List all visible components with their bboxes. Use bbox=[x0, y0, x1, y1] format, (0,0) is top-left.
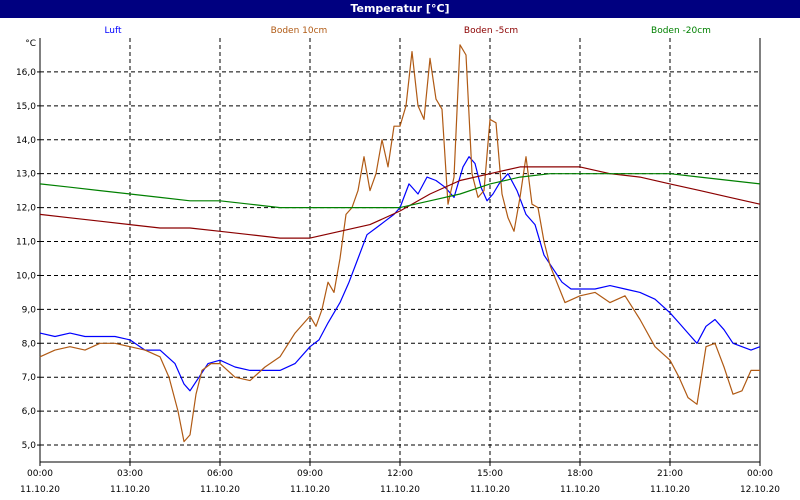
x-tick-label-date: 11.10.20 bbox=[560, 485, 600, 495]
chart-title: Temperatur [°C] bbox=[0, 0, 800, 18]
series-line bbox=[39, 156, 761, 392]
x-tick-label-date: 11.10.20 bbox=[20, 485, 60, 495]
y-tick-label: 7,0 bbox=[22, 373, 37, 383]
y-axis-label: °C bbox=[25, 39, 36, 49]
x-tick-label-date: 11.10.20 bbox=[380, 485, 420, 495]
legend-entry: Luft bbox=[104, 26, 122, 36]
x-tick-label-time: 03:00 bbox=[117, 469, 143, 479]
y-tick-label: 9,0 bbox=[22, 305, 37, 315]
x-tick-label-date: 11.10.20 bbox=[290, 485, 330, 495]
x-tick-label-date: 11.10.20 bbox=[470, 485, 510, 495]
y-tick-label: 14,0 bbox=[16, 136, 36, 146]
legend-entry: Boden -20cm bbox=[651, 26, 711, 36]
y-tick-label: 8,0 bbox=[22, 339, 37, 349]
legend-entry: Boden -5cm bbox=[464, 26, 518, 36]
y-tick-label: 11,0 bbox=[16, 238, 36, 248]
y-tick-label: 16,0 bbox=[16, 68, 36, 78]
series-line bbox=[39, 44, 760, 443]
y-tick-label: 6,0 bbox=[22, 407, 37, 417]
x-tick-label-time: 12:00 bbox=[387, 469, 413, 479]
x-tick-label-time: 00:00 bbox=[747, 469, 773, 479]
series-line bbox=[39, 173, 761, 209]
x-tick-label-time: 06:00 bbox=[207, 469, 233, 479]
x-tick-label-date: 11.10.20 bbox=[200, 485, 240, 495]
x-tick-label-date: 11.10.20 bbox=[110, 485, 150, 495]
y-tick-label: 13,0 bbox=[16, 170, 36, 180]
x-tick-label-time: 18:00 bbox=[567, 469, 593, 479]
y-tick-label: 12,0 bbox=[16, 204, 36, 214]
y-tick-label: 10,0 bbox=[16, 271, 36, 281]
x-tick-label-time: 21:00 bbox=[657, 469, 683, 479]
legend-entry: Boden 10cm bbox=[271, 26, 328, 36]
y-tick-label: 15,0 bbox=[16, 102, 36, 112]
x-tick-label-time: 00:00 bbox=[27, 469, 53, 479]
series-line bbox=[39, 166, 761, 239]
x-tick-label-time: 15:00 bbox=[477, 469, 503, 479]
x-tick-label-date: 12.10.20 bbox=[740, 485, 780, 495]
y-tick-label: 5,0 bbox=[22, 441, 37, 451]
x-tick-label-time: 09:00 bbox=[297, 469, 323, 479]
x-tick-label-date: 11.10.20 bbox=[650, 485, 690, 495]
